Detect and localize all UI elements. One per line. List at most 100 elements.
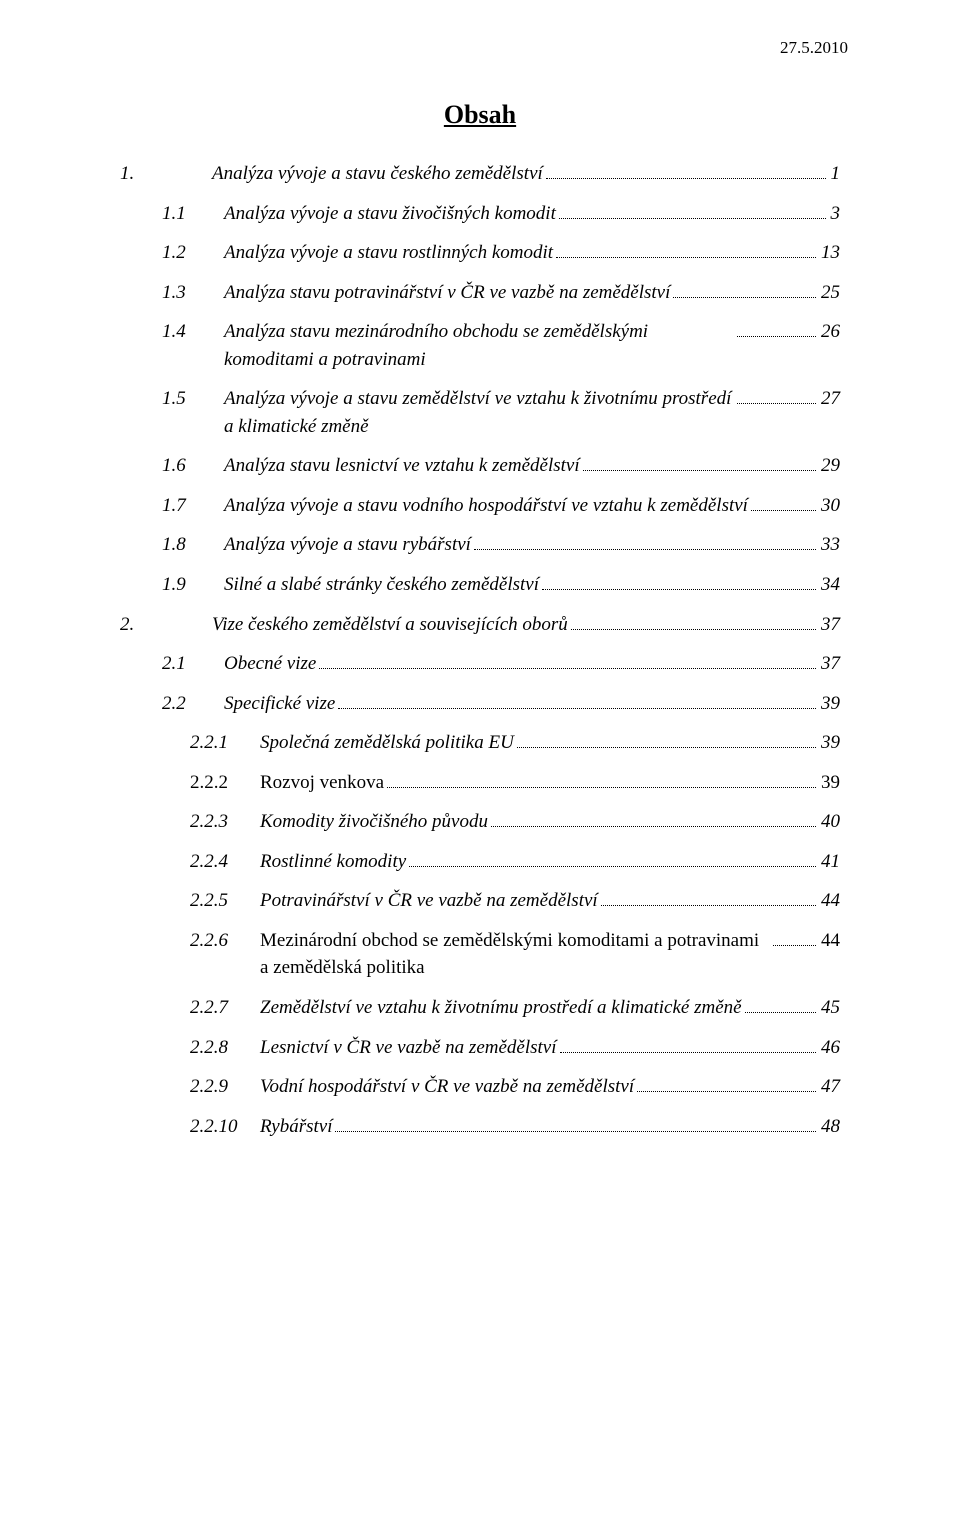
toc-entry-number: 2.2.9: [190, 1073, 260, 1101]
toc-entry: 1.4Analýza stavu mezinárodního obchodu s…: [120, 318, 840, 373]
toc-leader: [601, 888, 816, 906]
toc-leader: [338, 691, 816, 709]
toc-leader: [773, 928, 816, 946]
toc-entry: 1.3Analýza stavu potravinářství v ČR ve …: [120, 279, 840, 307]
toc-entry-text: Rozvoj venkova: [260, 769, 384, 797]
toc-entry-number: 1.7: [162, 492, 224, 520]
toc-entry: 2.2.10Rybářství 48: [120, 1113, 840, 1141]
toc-entry-page: 33: [819, 531, 840, 559]
page: 27.5.2010 Obsah 1.Analýza vývoje a stavu…: [0, 0, 960, 1535]
toc-entry-page: 34: [819, 571, 840, 599]
toc-entry: 2.2.6Mezinárodní obchod se zemědělskými …: [120, 927, 840, 982]
toc-entry-page: 37: [819, 611, 840, 639]
toc-entry: 2.2.7Zemědělství ve vztahu k životnímu p…: [120, 994, 840, 1022]
toc-leader: [737, 319, 816, 337]
toc-leader: [745, 995, 816, 1013]
toc-entry-page: 27: [819, 385, 840, 413]
toc-entry-text: Vodní hospodářství v ČR ve vazbě na země…: [260, 1073, 634, 1101]
toc-entry-page: 13: [819, 239, 840, 267]
toc-entry: 1.6Analýza stavu lesnictví ve vztahu k z…: [120, 452, 840, 480]
toc-entry-page: 44: [819, 927, 840, 955]
toc-entry-page: 37: [819, 650, 840, 678]
toc-entry-page: 41: [819, 848, 840, 876]
toc-leader: [474, 532, 816, 550]
toc-entry-text: Potravinářství v ČR ve vazbě na zeměděls…: [260, 887, 598, 915]
toc-entry-text: Silné a slabé stránky českého zemědělstv…: [224, 571, 539, 599]
toc-entry-text: Rybářství: [260, 1113, 332, 1141]
toc-entry: 2.2.5Potravinářství v ČR ve vazbě na zem…: [120, 887, 840, 915]
toc-entry-text: Analýza vývoje a stavu rybářství: [224, 531, 471, 559]
page-title: Obsah: [120, 100, 840, 130]
toc-entry: 1.9Silné a slabé stránky českého zeměděl…: [120, 571, 840, 599]
toc-entry-number: 2.2.6: [190, 927, 260, 955]
toc-entry: 1.7Analýza vývoje a stavu vodního hospod…: [120, 492, 840, 520]
toc-entry: 2.2.3Komodity živočišného původu40: [120, 808, 840, 836]
toc-entry: 1.1Analýza vývoje a stavu živočišných ko…: [120, 200, 840, 228]
toc-entry-number: 2.: [120, 611, 212, 639]
toc-entry-number: 1.9: [162, 571, 224, 599]
toc-entry-number: 2.2.3: [190, 808, 260, 836]
toc-leader: [335, 1114, 816, 1132]
toc-entry-text: Analýza stavu mezinárodního obchodu se z…: [224, 318, 734, 373]
toc-entry: 2.2.2Rozvoj venkova 39: [120, 769, 840, 797]
toc-entry-number: 1.4: [162, 318, 224, 346]
toc-entry-text: Analýza vývoje a stavu zemědělství ve vz…: [224, 385, 734, 440]
toc-entry: 2.Vize českého zemědělství a související…: [120, 611, 840, 639]
toc-entry-number: 1.: [120, 160, 212, 188]
toc-entry-text: Analýza vývoje a stavu živočišných komod…: [224, 200, 556, 228]
toc-leader: [560, 1034, 816, 1052]
toc-entry-number: 1.1: [162, 200, 224, 228]
toc-entry-text: Rostlinné komodity: [260, 848, 406, 876]
toc-entry-page: 40: [819, 808, 840, 836]
toc-entry-page: 46: [819, 1034, 840, 1062]
table-of-contents: 1.Analýza vývoje a stavu českého zeměděl…: [120, 160, 840, 1140]
toc-entry: 1.8Analýza vývoje a stavu rybářství33: [120, 531, 840, 559]
toc-leader: [409, 849, 816, 867]
toc-entry-number: 1.5: [162, 385, 224, 413]
toc-entry-text: Analýza stavu lesnictví ve vztahu k země…: [224, 452, 580, 480]
toc-entry-text: Lesnictví v ČR ve vazbě na zemědělství: [260, 1034, 557, 1062]
toc-entry-number: 2.2.2: [190, 769, 260, 797]
toc-entry-page: 25: [819, 279, 840, 307]
toc-entry-number: 2.2.8: [190, 1034, 260, 1062]
toc-entry: 1.2Analýza vývoje a stavu rostlinných ko…: [120, 239, 840, 267]
toc-leader: [637, 1074, 816, 1092]
toc-entry-text: Specifické vize: [224, 690, 335, 718]
toc-entry-page: 29: [819, 452, 840, 480]
toc-entry-number: 1.3: [162, 279, 224, 307]
toc-entry-page: 39: [819, 690, 840, 718]
toc-leader: [491, 809, 816, 827]
toc-entry-text: Obecné vize: [224, 650, 316, 678]
toc-entry-page: 47: [819, 1073, 840, 1101]
toc-leader: [542, 572, 816, 590]
toc-entry-text: Analýza vývoje a stavu vodního hospodářs…: [224, 492, 748, 520]
toc-entry: 2.2.8Lesnictví v ČR ve vazbě na zeměděls…: [120, 1034, 840, 1062]
toc-entry: 2.2.4Rostlinné komodity 41: [120, 848, 840, 876]
toc-entry-page: 39: [819, 769, 840, 797]
toc-entry: 2.2Specifické vize 39: [120, 690, 840, 718]
toc-entry-number: 2.2.7: [190, 994, 260, 1022]
toc-entry-number: 2.2.4: [190, 848, 260, 876]
toc-leader: [546, 161, 826, 179]
toc-entry-text: Vize českého zemědělství a souvisejících…: [212, 611, 568, 639]
toc-entry-text: Analýza vývoje a stavu českého zemědělst…: [212, 160, 543, 188]
header-date: 27.5.2010: [780, 38, 848, 58]
toc-entry-number: 2.2: [162, 690, 224, 718]
toc-entry-text: Analýza stavu potravinářství v ČR ve vaz…: [224, 279, 670, 307]
toc-entry-page: 44: [819, 887, 840, 915]
toc-entry-number: 2.2.1: [190, 729, 260, 757]
toc-leader: [517, 730, 816, 748]
toc-entry-number: 2.2.10: [190, 1113, 260, 1141]
toc-entry-text: Společná zemědělská politika EU: [260, 729, 514, 757]
toc-leader: [556, 240, 816, 258]
toc-entry-text: Analýza vývoje a stavu rostlinných komod…: [224, 239, 553, 267]
toc-entry: 2.1Obecné vize37: [120, 650, 840, 678]
toc-leader: [387, 770, 816, 788]
toc-entry: 2.2.9Vodní hospodářství v ČR ve vazbě na…: [120, 1073, 840, 1101]
toc-leader: [751, 493, 816, 511]
toc-leader: [673, 280, 816, 298]
toc-entry-page: 45: [819, 994, 840, 1022]
toc-entry-number: 1.2: [162, 239, 224, 267]
toc-entry-page: 48: [819, 1113, 840, 1141]
toc-entry-number: 1.6: [162, 452, 224, 480]
